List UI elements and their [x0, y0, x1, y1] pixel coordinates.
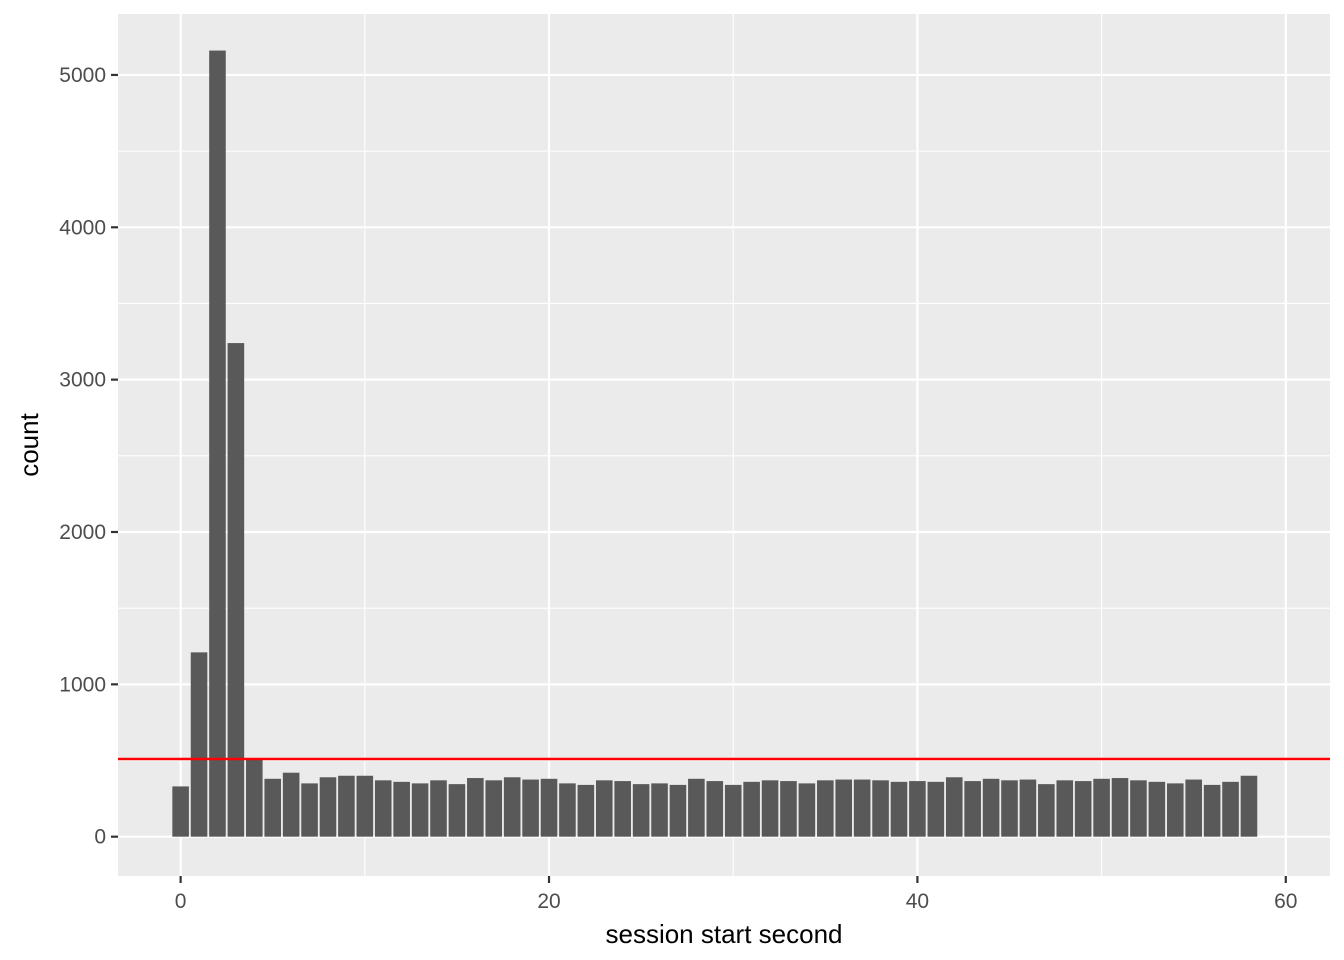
bar [1074, 781, 1092, 837]
bar [282, 772, 300, 837]
bar [1001, 780, 1018, 837]
x-axis-title: session start second [605, 919, 842, 949]
bar [1203, 784, 1221, 837]
bar [209, 50, 226, 837]
bar [872, 780, 889, 837]
bar [522, 779, 539, 837]
bar [227, 343, 245, 837]
y-tick-label: 1000 [59, 673, 106, 696]
y-tick-label: 3000 [59, 369, 106, 392]
bar [319, 777, 337, 837]
y-tick-label: 2000 [59, 521, 106, 544]
bar [1111, 778, 1129, 837]
bar [338, 775, 355, 837]
bar [1056, 780, 1074, 837]
x-tick-label: 0 [175, 890, 187, 913]
bar [485, 780, 503, 837]
bar [172, 786, 189, 837]
bar [540, 778, 558, 837]
bar [798, 783, 816, 837]
bar [301, 783, 318, 837]
bar [1093, 778, 1110, 837]
bar [835, 779, 853, 837]
bar [780, 781, 797, 837]
bar [1166, 783, 1184, 837]
bar [411, 783, 429, 837]
bar [669, 784, 687, 837]
y-axis-title: count [14, 412, 44, 476]
bar [467, 778, 484, 837]
bar [964, 781, 981, 837]
bar [1130, 780, 1147, 837]
bar [559, 783, 576, 837]
bar [651, 783, 668, 837]
bar [927, 781, 945, 837]
bar [1222, 781, 1239, 837]
bar [706, 781, 724, 837]
bar [817, 780, 834, 837]
bar [761, 780, 779, 837]
bar [448, 784, 466, 837]
x-tick-label: 20 [537, 890, 560, 913]
bar [393, 781, 410, 837]
plot-panel [118, 14, 1330, 876]
bar [264, 778, 282, 837]
y-tick-label: 5000 [59, 64, 106, 87]
bar [503, 777, 521, 837]
bar [724, 784, 742, 837]
bar [1185, 779, 1202, 837]
bar [1038, 784, 1055, 837]
bar [945, 777, 963, 837]
y-tick-label: 4000 [59, 216, 106, 239]
x-tick-label: 40 [906, 890, 929, 913]
bar [595, 780, 613, 837]
bar [1019, 779, 1037, 837]
bar [982, 778, 1000, 837]
bar [853, 779, 871, 837]
bar [246, 758, 263, 837]
bar [614, 781, 631, 837]
bar [430, 780, 447, 837]
bar [190, 652, 208, 837]
bar [1148, 781, 1166, 837]
bar [688, 778, 705, 837]
bar [577, 784, 595, 837]
bar [1240, 775, 1258, 837]
bar [743, 781, 760, 837]
x-tick-label: 60 [1274, 890, 1297, 913]
bar [890, 781, 908, 837]
bar [374, 780, 392, 837]
bar [356, 775, 374, 837]
bar [632, 784, 650, 837]
y-tick-label: 0 [94, 826, 106, 849]
bar [909, 781, 926, 837]
